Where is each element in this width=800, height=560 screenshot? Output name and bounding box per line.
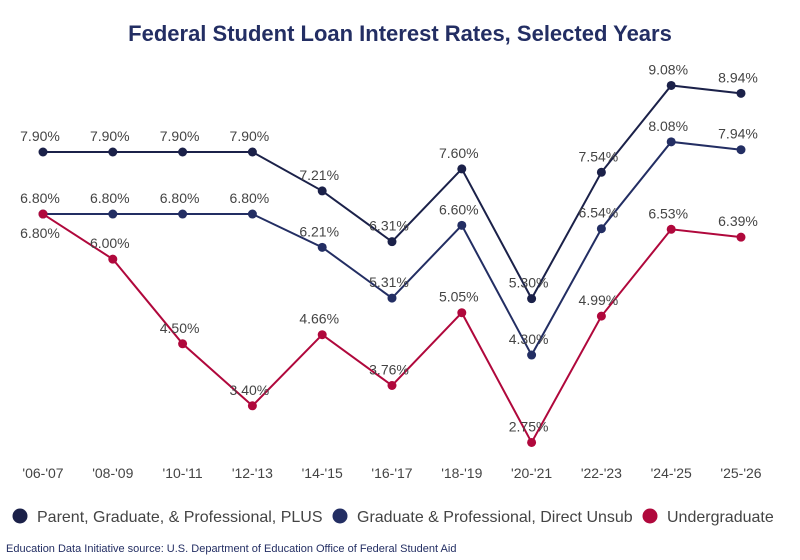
- x-tick-label: '08-'09: [92, 465, 133, 481]
- data-label: 5.31%: [369, 274, 409, 290]
- data-point: [527, 294, 537, 304]
- data-label: 4.66%: [299, 311, 339, 327]
- data-label: 7.94%: [718, 126, 758, 142]
- data-point: [247, 147, 257, 157]
- series-line: [43, 84, 742, 301]
- x-tick-label: '16-'17: [371, 465, 412, 481]
- legend-label: Undergraduate: [667, 509, 774, 526]
- legend-label: Parent, Graduate, & Professional, PLUS: [37, 509, 322, 526]
- data-point: [178, 209, 188, 219]
- data-point: [178, 339, 188, 349]
- data-point: [457, 164, 467, 174]
- data-point: [178, 147, 188, 157]
- data-label: 5.05%: [439, 289, 479, 305]
- data-label: 6.60%: [439, 201, 479, 217]
- legend-item: Undergraduate: [642, 508, 774, 526]
- data-label: 9.08%: [648, 61, 688, 77]
- data-point: [247, 401, 257, 411]
- data-point: [596, 167, 606, 177]
- data-label: 4.99%: [579, 292, 619, 308]
- data-point: [38, 209, 48, 219]
- data-point: [527, 350, 537, 360]
- data-point: [596, 311, 606, 321]
- data-point: [317, 242, 327, 252]
- data-label: 6.80%: [20, 225, 60, 241]
- series-line: [42, 213, 742, 445]
- data-label: 5.30%: [509, 275, 549, 291]
- data-point: [108, 147, 118, 157]
- source-note: Education Data Initiative source: U.S. D…: [6, 543, 456, 555]
- data-point: [108, 209, 118, 219]
- x-tick-label: '24-'25: [651, 465, 692, 481]
- data-point: [666, 137, 676, 147]
- data-label: 8.08%: [648, 118, 688, 134]
- data-point: [247, 209, 257, 219]
- legend-item: Graduate & Professional, Direct Unsub: [332, 508, 633, 526]
- data-label: 7.21%: [299, 167, 339, 183]
- data-point: [317, 186, 327, 196]
- data-point: [108, 254, 118, 264]
- x-tick-label: '20-'21: [511, 465, 552, 481]
- data-label: 3.76%: [369, 361, 409, 377]
- data-label: 6.39%: [718, 213, 758, 229]
- x-tick-label: '10-'11: [163, 465, 203, 481]
- data-label: 6.80%: [90, 190, 130, 206]
- series-line: [43, 140, 742, 358]
- x-tick-label: '22-'23: [581, 465, 622, 481]
- data-label: 4.50%: [160, 320, 200, 336]
- data-label: 3.40%: [230, 382, 270, 398]
- x-tick-label: '25-'26: [720, 465, 761, 481]
- chart-title: Federal Student Loan Interest Rates, Sel…: [128, 21, 672, 46]
- data-point: [457, 220, 467, 230]
- data-point: [457, 308, 467, 318]
- data-point: [317, 330, 327, 340]
- x-tick-label: '06-'07: [22, 465, 63, 481]
- data-label: 7.90%: [90, 128, 130, 144]
- data-label: 6.54%: [579, 205, 619, 221]
- series-1: 6.80% 6.80% 6.80% 6.80% 6.21% 5.31% 6.60% 4.30%…: [20, 118, 758, 360]
- data-label: 7.60%: [439, 145, 479, 161]
- data-label: 6.31%: [369, 218, 409, 234]
- data-point: [736, 145, 746, 155]
- legend-item: Parent, Graduate, & Professional, PLUS: [12, 508, 322, 526]
- data-label: 2.75%: [509, 418, 549, 434]
- data-label: 6.80%: [20, 190, 60, 206]
- data-point: [387, 293, 397, 303]
- data-label: 7.90%: [160, 128, 200, 144]
- data-label: 7.90%: [230, 128, 270, 144]
- x-tick-label: '12-'13: [232, 465, 273, 481]
- data-point: [666, 80, 676, 90]
- data-label: 7.90%: [20, 128, 60, 144]
- data-label: 6.53%: [648, 205, 688, 221]
- data-point: [736, 88, 746, 98]
- data-point: [387, 380, 397, 390]
- x-axis: '06-'07 '08-'09 '10-'11 '12-'13 '14-'15 '16-'…: [22, 465, 761, 481]
- data-label: 4.30%: [509, 331, 549, 347]
- data-point: [387, 237, 397, 247]
- series-0: 7.90% 7.90% 7.90% 7.90% 7.21% 6.31% 7.60% 5.30%…: [20, 61, 758, 304]
- legend-marker: [332, 508, 348, 524]
- legend-marker: [12, 508, 28, 524]
- x-tick-label: '14-'15: [302, 465, 343, 481]
- data-point: [596, 224, 606, 234]
- data-label: 6.21%: [299, 223, 339, 239]
- data-point: [736, 232, 746, 242]
- data-point: [527, 437, 537, 447]
- legend-marker: [642, 508, 658, 524]
- data-label: 6.80%: [230, 190, 270, 206]
- data-label: 7.54%: [579, 148, 619, 164]
- data-label: 8.94%: [718, 69, 758, 85]
- series-lines: 7.90% 7.90% 7.90% 7.90% 7.21% 6.31% 7.60% 5.30%…: [20, 61, 758, 447]
- legend-label: Graduate & Professional, Direct Unsub: [357, 509, 633, 526]
- data-label: 6.00%: [90, 235, 130, 251]
- data-label: 6.80%: [160, 190, 200, 206]
- legend: Parent, Graduate, & Professional, PLUS Gr…: [12, 508, 774, 526]
- data-point: [666, 224, 676, 234]
- x-tick-label: '18-'19: [441, 465, 482, 481]
- data-point: [38, 147, 48, 157]
- series-2: 6.80% 6.00% 4.50% 3.40% 4.66% 3.76% 5.05% 2.75%…: [20, 205, 758, 447]
